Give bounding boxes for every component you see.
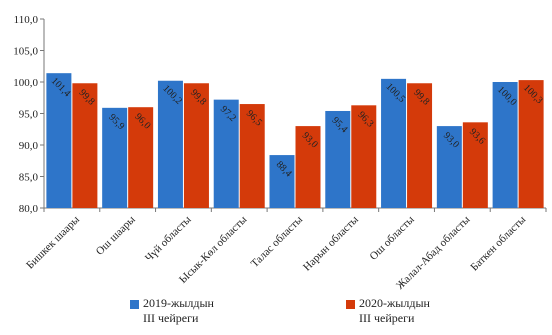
legend-label-2019-line1: 2019-жылдын: [143, 296, 214, 310]
legend-item-2020: 2020-жылдын III чейреги: [346, 296, 430, 326]
legend-label-2020-line1: 2020-жылдын: [359, 296, 430, 310]
y-tick-label: 90,0: [19, 140, 39, 152]
y-tick-label: 85,0: [19, 172, 39, 184]
bar-2020: [351, 105, 377, 208]
bar-2019: [213, 99, 239, 208]
y-tick-label: 100,0: [13, 77, 38, 89]
y-tick-label: 105,0: [13, 46, 38, 58]
category-label: Нарын областы: [301, 213, 361, 273]
bar-2020: [183, 83, 209, 208]
category-label: Чүй областы: [143, 213, 194, 264]
bar-2019: [325, 110, 351, 208]
category-label: Ош шаары: [94, 213, 138, 257]
bar-2020: [72, 83, 98, 208]
legend: 2019-жылдын III чейреги 2020-жылдын III …: [0, 296, 552, 335]
legend-swatch-2020: [346, 300, 355, 309]
bar-2019: [381, 78, 407, 208]
category-label: Баткен областы: [468, 213, 528, 273]
legend-label-2019-line2: III чейреги: [143, 311, 199, 325]
bar-2020: [128, 107, 154, 208]
category-label: Талас областы: [249, 213, 306, 270]
bar-2019: [269, 155, 295, 208]
bar-chart: 80,0 85,0 90,0 95,0 100,0 105,0 110,0 Бишкек ша…: [13, 14, 547, 292]
bar-2020: [295, 126, 321, 208]
bar-2020: [462, 122, 488, 208]
y-tick-label: 80,0: [19, 203, 39, 215]
y-tick-label: 95,0: [19, 109, 39, 121]
legend-swatch-2019: [130, 300, 139, 309]
bar-2019: [46, 73, 72, 209]
bar-2019: [102, 107, 128, 208]
bar-2019: [436, 126, 462, 208]
bar-2020: [407, 83, 433, 208]
legend-item-2019: 2019-жылдын III чейреги: [130, 296, 214, 326]
category-label: Ош областы: [368, 213, 418, 263]
bar-2019: [492, 82, 518, 208]
bar-2020: [518, 80, 544, 208]
legend-label-2019: 2019-жылдын III чейреги: [143, 296, 214, 326]
legend-label-2020: 2020-жылдын III чейреги: [359, 296, 430, 326]
y-tick-label: 110,0: [14, 14, 39, 26]
category-label: Бишкек шаары: [24, 213, 82, 271]
bar-2019: [157, 80, 183, 208]
legend-label-2020-line2: III чейреги: [359, 311, 415, 325]
bar-2020: [239, 104, 265, 208]
